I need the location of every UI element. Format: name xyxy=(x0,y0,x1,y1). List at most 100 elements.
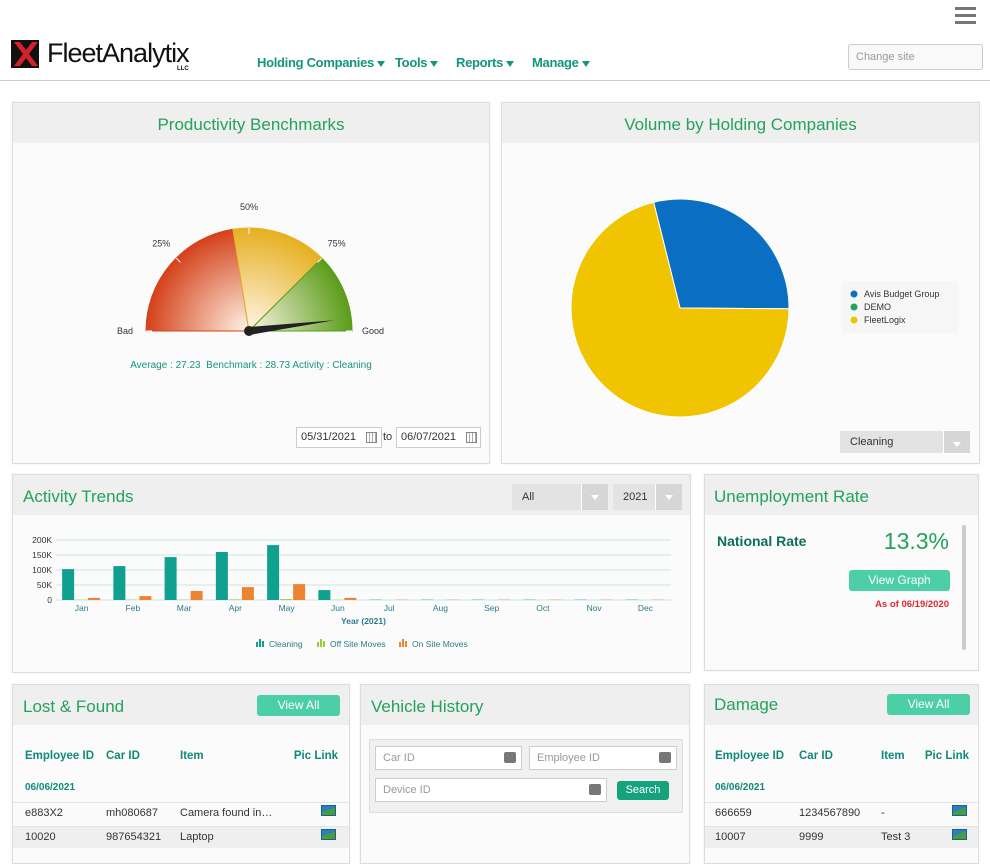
panel-title: Vehicle History xyxy=(371,697,483,717)
legend-label: Avis Budget Group xyxy=(864,289,939,299)
gauge-label: Bad xyxy=(117,326,133,336)
pic-link[interactable] xyxy=(321,829,336,840)
vehicle-history-panel: Vehicle History Car ID Employee ID Devic… xyxy=(360,684,690,864)
bar xyxy=(280,599,292,600)
table-cell: 987654321 xyxy=(106,831,161,843)
menu-button[interactable] xyxy=(955,7,976,24)
x-tick-label: Sep xyxy=(484,603,499,613)
gauge-label: Good xyxy=(362,326,384,336)
bar xyxy=(191,591,203,600)
column-header: Car ID xyxy=(799,750,833,762)
legend-swatch xyxy=(320,639,322,647)
column-header: Employee ID xyxy=(25,750,94,762)
select-value: 2021 xyxy=(623,491,647,503)
nav-item[interactable]: Manage xyxy=(532,55,590,70)
x-axis-title: Year (2021) xyxy=(341,616,386,626)
activity-select[interactable]: Cleaning xyxy=(840,431,970,453)
view-graph-button[interactable]: View Graph xyxy=(849,570,950,591)
column-header: Pic Link xyxy=(925,750,969,762)
x-tick-label: Apr xyxy=(229,603,242,613)
legend-swatch xyxy=(851,304,858,311)
productivity-panel: Bad 25% 50% 75% Good Productivity Benchmarks… xyxy=(12,102,490,464)
logo-icon xyxy=(11,40,41,70)
gauge-chart: Bad 25% 50% 75% Good xyxy=(13,103,490,464)
bar xyxy=(267,545,279,600)
view-all-button[interactable]: View All xyxy=(887,694,970,715)
x-tick-label: Jul xyxy=(384,603,395,613)
table-cell: Test 3 xyxy=(881,831,910,843)
site-input[interactable]: Change site xyxy=(848,44,983,70)
legend-swatch xyxy=(405,641,407,647)
bar xyxy=(242,587,254,600)
panel-title: Productivity Benchmarks xyxy=(13,115,489,135)
company-select[interactable]: All xyxy=(512,484,608,510)
table-row xyxy=(705,826,978,848)
column-header: Car ID xyxy=(106,750,140,762)
x-tick-label: Oct xyxy=(536,603,550,613)
legend-swatch xyxy=(317,642,319,647)
table-cell: - xyxy=(881,807,885,819)
y-tick-label: 100K xyxy=(32,565,52,575)
bar xyxy=(293,584,305,600)
calendar-icon[interactable] xyxy=(466,432,477,443)
column-header: Employee ID xyxy=(715,750,784,762)
nav-item[interactable]: Holding Companies xyxy=(257,55,385,70)
gauge-label: 75% xyxy=(328,238,346,248)
y-tick-label: 150K xyxy=(32,550,52,560)
x-tick-label: Feb xyxy=(126,603,141,613)
gauge-label: 50% xyxy=(240,202,258,212)
search-button[interactable]: Search xyxy=(617,781,669,800)
x-tick-label: Dec xyxy=(638,603,654,613)
year-select[interactable]: 2021 xyxy=(613,484,682,510)
legend-swatch xyxy=(256,642,258,647)
bar xyxy=(216,552,228,600)
panel-title: Lost & Found xyxy=(23,697,124,717)
bar xyxy=(88,598,100,600)
table-cell: mh080687 xyxy=(106,807,158,819)
table-cell: 9999 xyxy=(799,831,823,843)
scrollbar[interactable] xyxy=(962,525,966,650)
x-tick-label: Jun xyxy=(331,603,345,613)
legend-label: On Site Moves xyxy=(412,639,468,649)
pic-link[interactable] xyxy=(952,805,967,816)
legend-swatch xyxy=(851,291,858,298)
table-cell: 10020 xyxy=(25,831,56,843)
legend-swatch xyxy=(851,317,858,324)
pic-link[interactable] xyxy=(321,805,336,816)
panel-title: Activity Trends xyxy=(23,487,134,507)
panel-title: Unemployment Rate xyxy=(714,487,869,507)
nav-item[interactable]: Reports xyxy=(456,55,514,70)
device-id-input[interactable]: Device ID xyxy=(375,778,607,802)
select-value: All xyxy=(522,491,534,503)
column-header: Item xyxy=(881,750,905,762)
panel-title: Volume by Holding Companies xyxy=(502,115,979,135)
pic-link[interactable] xyxy=(952,829,967,840)
legend-swatch xyxy=(259,639,261,647)
bar xyxy=(113,566,125,600)
input-icon xyxy=(504,752,516,763)
bar xyxy=(165,557,177,600)
car-id-input[interactable]: Car ID xyxy=(375,746,522,770)
as-of-date: As of 06/19/2020 xyxy=(875,599,949,610)
date-group: 06/06/2021 xyxy=(715,782,765,793)
table-cell: 1234567890 xyxy=(799,807,860,819)
input-icon xyxy=(589,784,601,795)
y-tick-label: 200K xyxy=(32,535,52,545)
table-cell: Camera found in… xyxy=(180,807,272,819)
view-all-button[interactable]: View All xyxy=(257,695,340,716)
legend-label: DEMO xyxy=(864,302,891,312)
gauge-label: 25% xyxy=(152,238,170,248)
employee-id-input[interactable]: Employee ID xyxy=(529,746,677,770)
y-tick-label: 50K xyxy=(37,580,52,590)
damage-panel: Damage View All Employee ID Car ID Item Pic… xyxy=(704,684,979,864)
calendar-icon[interactable] xyxy=(366,432,377,443)
needle-hub xyxy=(244,326,254,336)
nav-item[interactable]: Tools xyxy=(395,55,438,70)
table-cell: 10007 xyxy=(715,831,746,843)
panel-title: Damage xyxy=(714,695,778,715)
